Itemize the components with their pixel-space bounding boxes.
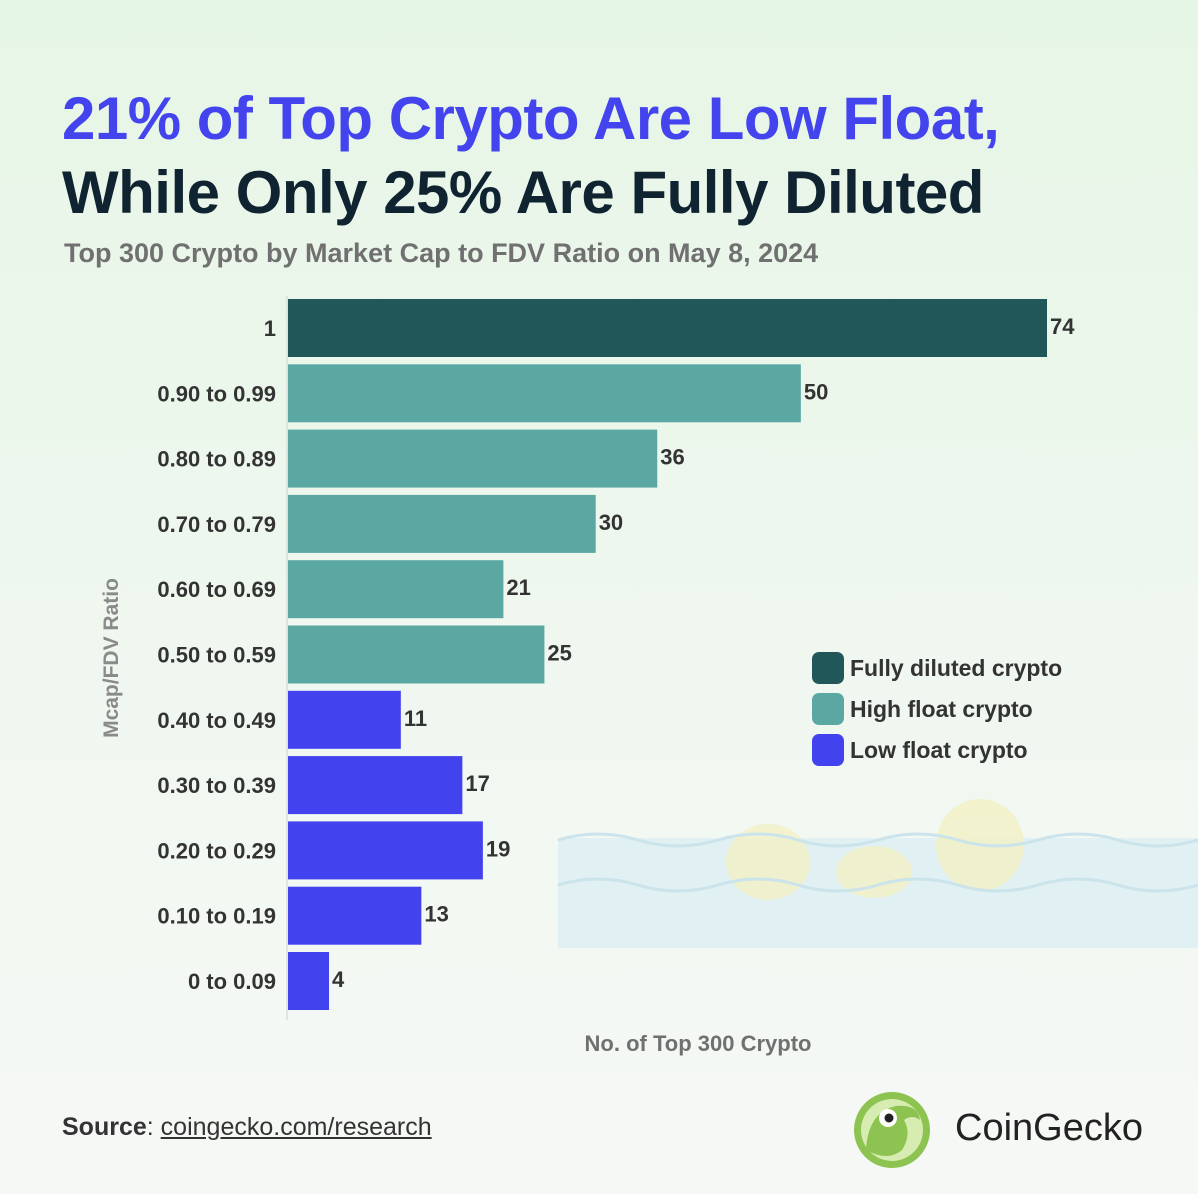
bar-value-label: 25 [547,641,571,666]
legend: Fully diluted crypto High float crypto Low… [812,652,1062,766]
y-tick-label: 0.40 to 0.49 [157,708,276,733]
source-link[interactable]: coingecko.com/research [160,1113,432,1141]
x-axis-label: No. of Top 300 Crypto [585,1031,812,1056]
coingecko-logo-icon [854,1092,930,1168]
bar [288,429,658,488]
legend-swatch [812,652,844,684]
title-line-2: While Only 25% Are Fully Diluted [62,159,984,226]
bar [288,364,801,423]
bar [288,756,463,815]
y-tick-label: 1 [264,316,276,341]
bar [288,821,483,880]
bar-value-label: 17 [465,771,489,796]
y-tick-label: 0.50 to 0.59 [157,643,276,668]
bar [288,886,422,945]
y-tick-label: 0.80 to 0.89 [157,447,276,472]
title-line-1: 21% of Top Crypto Are Low Float, [62,85,1000,152]
bar-value-label: 21 [506,575,530,600]
legend-label: Fully diluted crypto [850,655,1062,681]
bar-value-label: 74 [1050,314,1075,339]
y-tick-label: 0.30 to 0.39 [157,773,276,798]
legend-label: Low float crypto [850,737,1028,763]
bar-value-label: 50 [804,379,828,404]
legend-swatch [812,734,844,766]
bar-value-label: 30 [599,510,623,535]
source-separator: : [146,1113,154,1141]
bar [288,560,504,619]
bar [288,952,330,1010]
bar-value-label: 4 [332,967,345,992]
bar-value-label: 13 [424,902,448,927]
brand-name: CoinGecko [955,1107,1143,1149]
bar [288,690,401,749]
bar-value-label: 11 [404,706,427,731]
source-label: Source [62,1113,147,1141]
bar-value-label: 19 [486,836,510,861]
y-tick-label: 0.90 to 0.99 [157,381,276,406]
y-tick-label: 0 to 0.09 [188,969,276,994]
decorative-water-scene [557,799,1198,948]
y-tick-label: 0.10 to 0.19 [157,904,276,929]
bar [288,625,545,684]
source-line: Source: coingecko.com/research [62,1113,432,1142]
y-tick-label: 0.60 to 0.69 [157,577,276,602]
y-tick-label: 0.20 to 0.29 [157,838,276,863]
legend-label: High float crypto [850,696,1033,722]
subtitle: Top 300 Crypto by Market Cap to FDV Rati… [64,238,819,268]
y-tick-label: 0.70 to 0.79 [157,512,276,537]
bar [288,494,596,553]
legend-swatch [812,693,844,725]
bar-value-label: 36 [660,445,684,470]
bar [288,299,1047,357]
y-axis-label: Mcap/FDV Ratio [100,578,123,738]
